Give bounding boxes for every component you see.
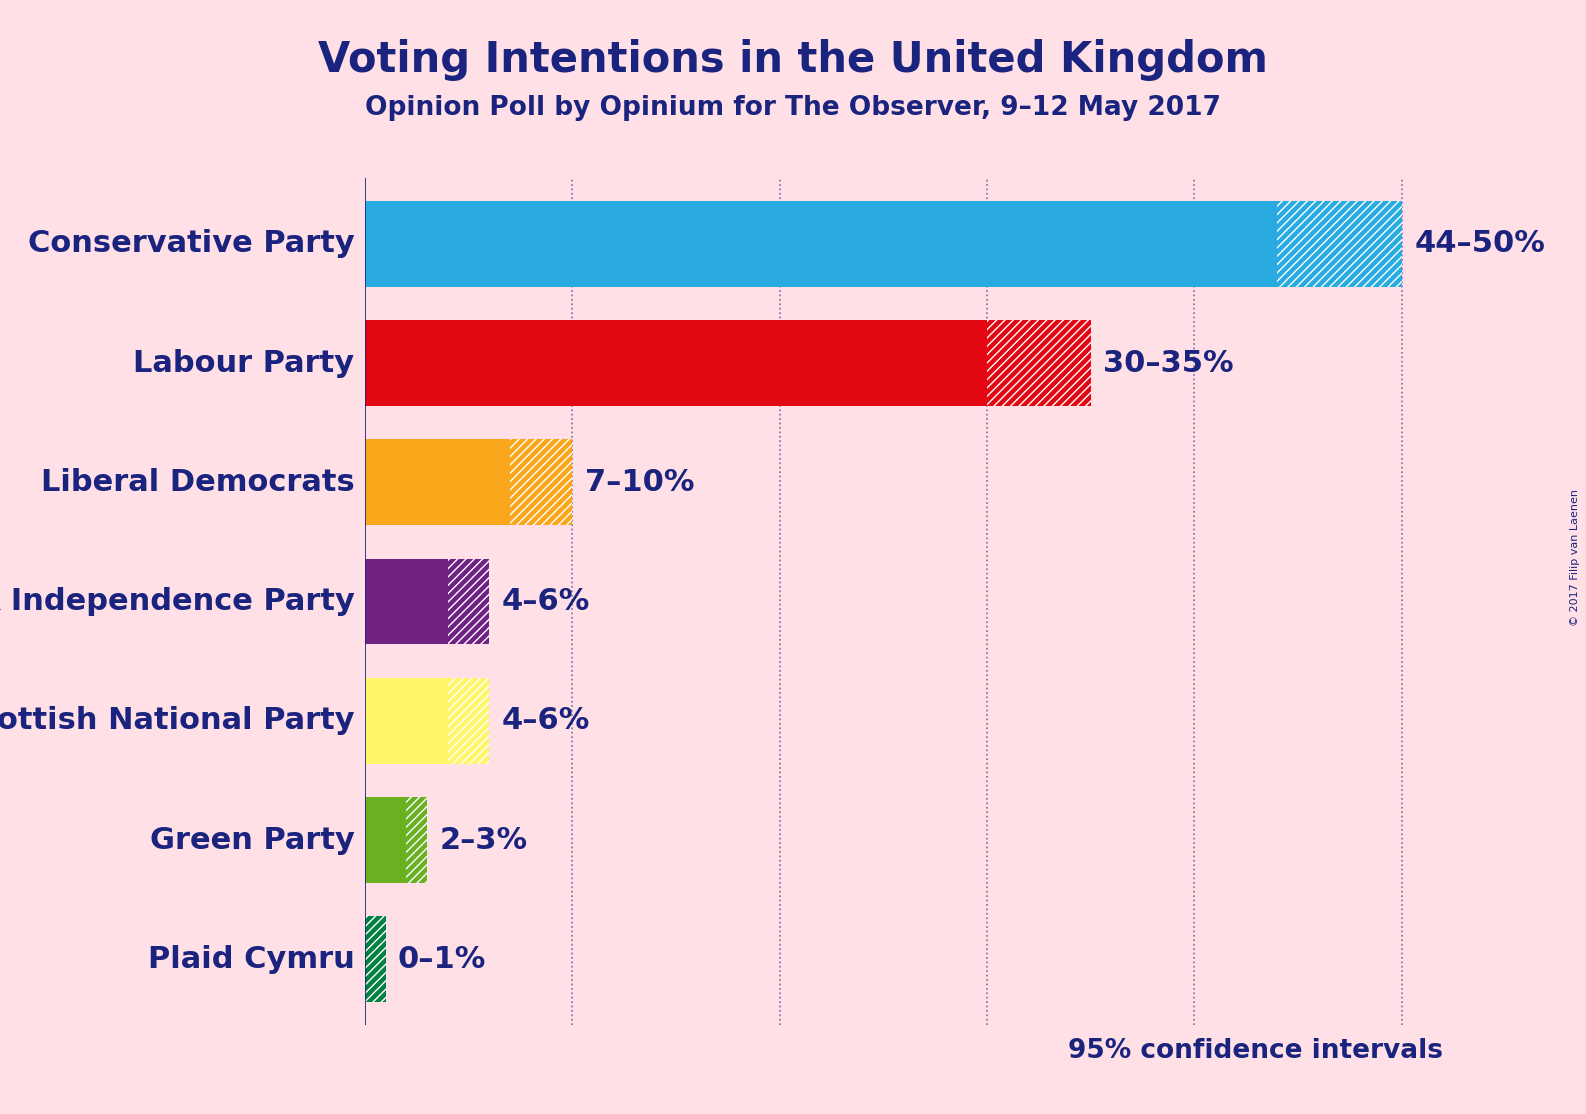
Text: Conservative Party: Conservative Party	[27, 229, 354, 258]
Text: Green Party: Green Party	[149, 825, 354, 854]
Text: © 2017 Filip van Laenen: © 2017 Filip van Laenen	[1570, 489, 1580, 625]
Bar	[365, 678, 447, 764]
Bar	[365, 201, 1277, 286]
Text: 44–50%: 44–50%	[1415, 229, 1545, 258]
Text: Opinion Poll by Opinium for The Observer, 9–12 May 2017: Opinion Poll by Opinium for The Observer…	[365, 95, 1221, 120]
Bar	[365, 917, 385, 1003]
Bar	[406, 798, 427, 883]
Bar	[365, 798, 406, 883]
Bar	[511, 439, 573, 525]
Text: 95% confidence intervals: 95% confidence intervals	[1069, 1038, 1443, 1064]
Bar	[986, 320, 1091, 405]
Text: UK Independence Party: UK Independence Party	[0, 587, 354, 616]
Text: 4–6%: 4–6%	[501, 587, 590, 616]
Text: Liberal Democrats: Liberal Democrats	[41, 468, 354, 497]
Text: Plaid Cymru: Plaid Cymru	[147, 945, 354, 974]
Text: 4–6%: 4–6%	[501, 706, 590, 735]
Text: 0–1%: 0–1%	[398, 945, 487, 974]
Bar	[365, 558, 447, 645]
Bar	[447, 558, 488, 645]
Bar	[1277, 201, 1402, 286]
Text: Voting Intentions in the United Kingdom: Voting Intentions in the United Kingdom	[319, 39, 1267, 81]
Bar	[365, 320, 986, 405]
Text: Scottish National Party: Scottish National Party	[0, 706, 354, 735]
Bar	[447, 678, 488, 764]
Text: 30–35%: 30–35%	[1104, 349, 1234, 378]
Bar	[365, 439, 511, 525]
Text: 2–3%: 2–3%	[439, 825, 528, 854]
Text: Labour Party: Labour Party	[133, 349, 354, 378]
Text: 7–10%: 7–10%	[585, 468, 695, 497]
